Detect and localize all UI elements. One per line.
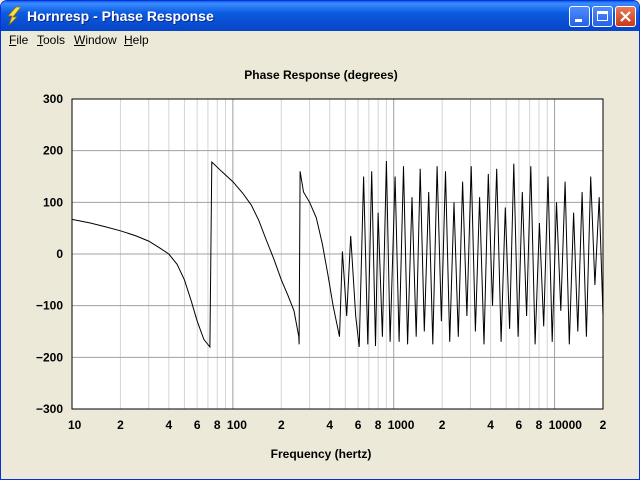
maximize-icon [597, 11, 608, 21]
window-title: Hornresp - Phase Response [27, 8, 214, 24]
y-tick-label: 0 [56, 247, 63, 261]
y-tick-label: 200 [43, 144, 63, 158]
x-tick-label: 6 [355, 418, 362, 432]
grid-lines [72, 99, 603, 409]
y-tick-label: −100 [36, 299, 63, 313]
close-icon [620, 11, 631, 22]
x-tick-label: 8 [536, 418, 543, 432]
x-tick-label: 2 [439, 418, 446, 432]
maximize-button[interactable] [592, 6, 613, 27]
x-tick-label: 4 [326, 418, 333, 432]
plot-border [71, 98, 604, 410]
x-axis-ticks: 10 2 4 6 8 100 2 4 6 8 1000 2 4 6 8 10000 2 [68, 418, 607, 432]
x-axis-label: Frequency (hertz) [271, 447, 372, 461]
x-tick-label: 6 [194, 418, 201, 432]
y-tick-label: −300 [36, 402, 63, 416]
y-tick-label: −200 [36, 350, 63, 364]
x-tick-label: 2 [278, 418, 285, 432]
minimize-button[interactable] [569, 6, 590, 27]
minimize-icon [575, 19, 582, 22]
x-tick-label: 2 [117, 418, 124, 432]
chart-title: Phase Response (degrees) [244, 68, 397, 82]
x-tick-label: 8 [214, 418, 221, 432]
menu-file[interactable]: File [9, 33, 29, 47]
close-button[interactable] [615, 6, 636, 27]
x-tick-label: 100 [227, 418, 247, 432]
x-tick-label: 4 [166, 418, 173, 432]
menu-tools[interactable]: Tools [37, 33, 66, 47]
title-bar[interactable]: Hornresp - Phase Response [1, 1, 639, 31]
y-tick-label: 100 [43, 195, 63, 209]
x-tick-label: 6 [516, 418, 523, 432]
menu-bar: File Tools Window Help [1, 31, 639, 49]
menu-help[interactable]: Help [124, 33, 149, 47]
y-tick-label: 300 [43, 92, 63, 106]
x-tick-label: 1000 [388, 418, 415, 432]
x-tick-label: 2 [600, 418, 607, 432]
x-tick-label: 10 [68, 418, 82, 432]
x-tick-label: 4 [487, 418, 494, 432]
phase-trace [71, 160, 604, 349]
hornresp-app-icon[interactable] [7, 7, 23, 25]
x-tick-label: 10000 [549, 418, 583, 432]
y-axis-ticks: 300 200 100 0 −100 −200 −300 [36, 92, 63, 416]
x-tick-label: 8 [375, 418, 382, 432]
menu-window[interactable]: Window [74, 33, 117, 47]
